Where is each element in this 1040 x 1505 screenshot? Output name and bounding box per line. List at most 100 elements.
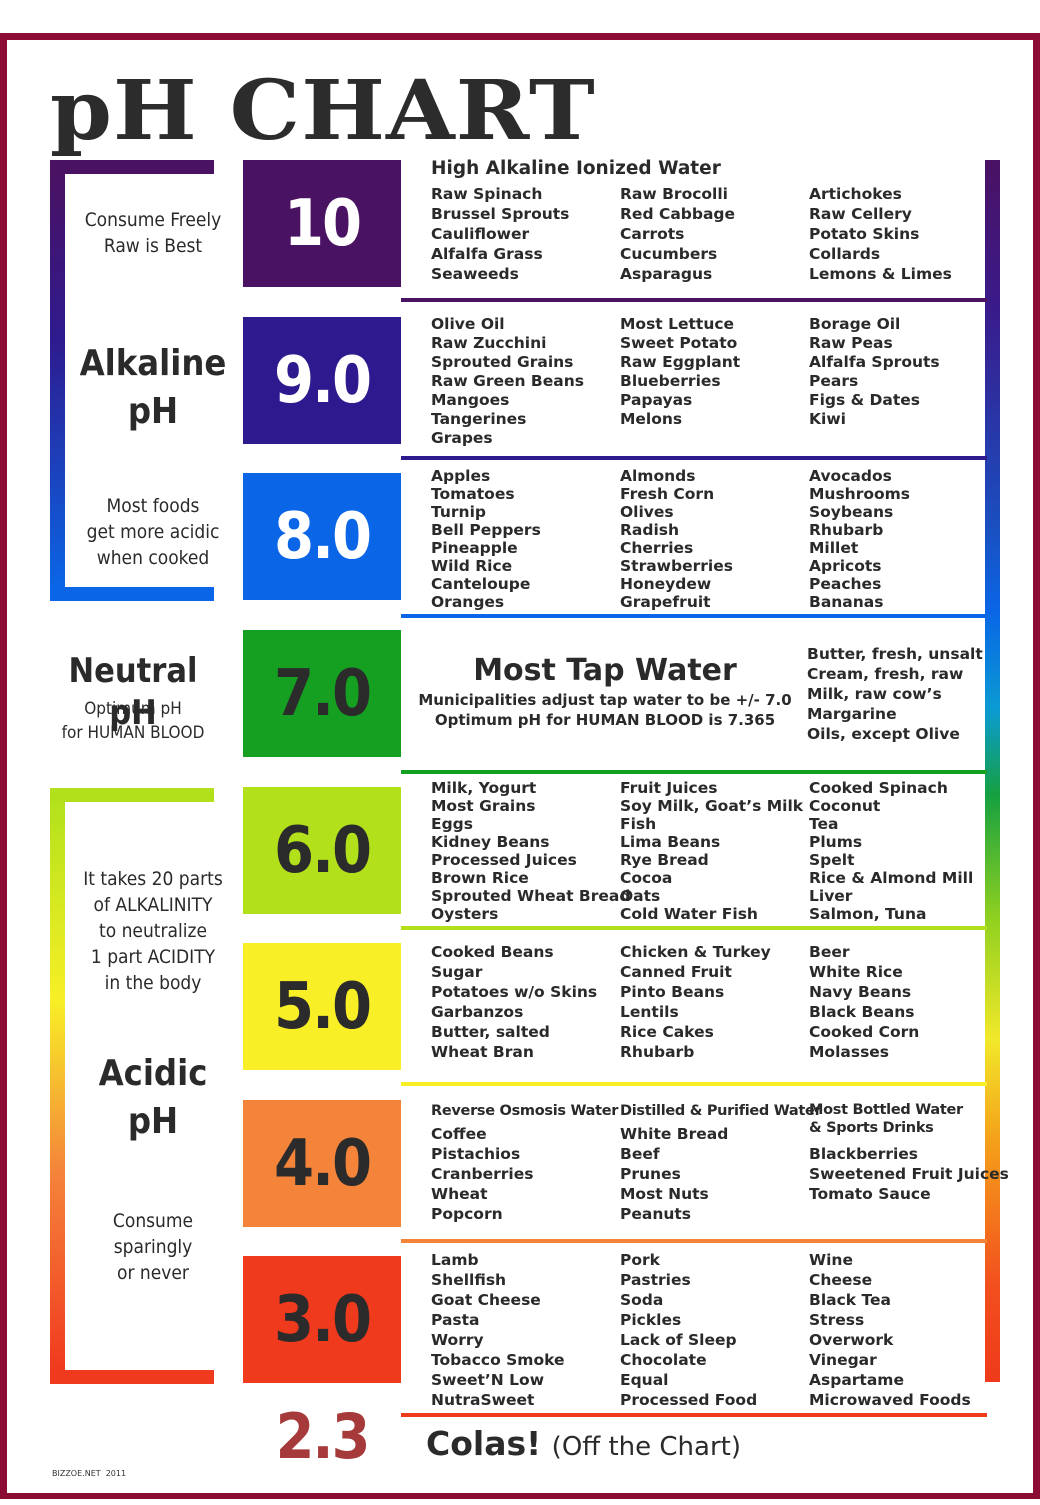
- tap-water-line-2: Optimum pH for HUMAN BLOOD is 7.365: [434, 711, 776, 729]
- food-item: Cooked Corn: [809, 1023, 920, 1041]
- ph-6-column-2: Fruit Juices Soy Milk, Goat’s Milk Fish …: [620, 779, 803, 923]
- acidic-label: Acidic pH: [70, 1050, 236, 1146]
- separator-3: [401, 1413, 987, 1417]
- ph-7-box: 7.0: [243, 630, 401, 757]
- food-item: Lamb: [431, 1251, 479, 1269]
- food-item: Borage Oil: [809, 315, 901, 333]
- twenty-parts-line-1: It takes 20 parts: [83, 868, 223, 890]
- food-item: Butter, fresh, unsalt: [807, 645, 983, 663]
- food-item: Rhubarb: [809, 521, 884, 539]
- food-item: Eggs: [431, 815, 474, 833]
- ph-8-value: 8.0: [274, 499, 372, 574]
- food-item: Pastries: [620, 1271, 691, 1289]
- ph-4-value: 4.0: [274, 1126, 372, 1201]
- food-item: Goat Cheese: [431, 1291, 541, 1309]
- food-item: Rice & Almond Mill: [809, 869, 974, 887]
- food-item: Wheat: [431, 1185, 488, 1203]
- food-item: Oats: [620, 887, 661, 905]
- food-item: Microwaved Foods: [809, 1391, 971, 1409]
- food-item: Rice Cakes: [620, 1023, 714, 1041]
- food-item: White Bread: [620, 1125, 729, 1143]
- food-item: Processed Juices: [431, 851, 577, 869]
- food-item: Sprouted Grains: [431, 353, 574, 371]
- food-item: Tomatoes: [431, 485, 515, 503]
- food-item: Equal: [620, 1371, 669, 1389]
- ph-3-column-3: Wine Cheese Black Tea Stress Overwork Vi…: [809, 1250, 971, 1410]
- food-item: Raw Zucchini: [431, 334, 547, 352]
- food-item: Pinto Beans: [620, 983, 725, 1001]
- food-item: Lima Beans: [620, 833, 721, 851]
- food-item: Rhubarb: [620, 1043, 695, 1061]
- food-item: Millet: [809, 539, 859, 557]
- twenty-parts-note: It takes 20 parts of ALKALINITY to neutr…: [70, 866, 236, 996]
- food-item: Fruit Juices: [620, 779, 718, 797]
- ph-9-column-1: Olive Oil Raw Zucchini Sprouted Grains R…: [431, 315, 584, 448]
- food-item: Cucumbers: [620, 245, 718, 263]
- food-item: Fresh Corn: [620, 485, 715, 503]
- most-foods-line-2: get more acidic: [86, 521, 220, 543]
- food-item: Margarine: [807, 705, 897, 723]
- food-item: Cold Water Fish: [620, 905, 758, 923]
- food-item: Alfalfa Grass: [431, 245, 543, 263]
- ph-4-column-3: Blackberries Sweetened Fruit Juices Toma…: [809, 1144, 1009, 1204]
- food-item: Raw Spinach: [431, 185, 543, 203]
- ph-9-column-3: Borage Oil Raw Peas Alfalfa Sprouts Pear…: [809, 315, 940, 429]
- ph-4-column-2: White Bread Beef Prunes Most Nuts Peanut…: [620, 1124, 728, 1224]
- food-item: Navy Beans: [809, 983, 912, 1001]
- neutral-label: Neutral pH: [68, 651, 198, 733]
- ph-gradient-rail: [985, 160, 1000, 1382]
- food-item: Wild Rice: [431, 557, 513, 575]
- acidic-word: Acidic: [98, 1053, 208, 1094]
- optimum-line-1: Optimum pH: [84, 699, 182, 719]
- consume-sparingly-note: Consume sparingly or never: [70, 1208, 236, 1286]
- food-item: Peaches: [809, 575, 882, 593]
- food-item: Oranges: [431, 593, 505, 611]
- ph-6-column-1: Milk, Yogurt Most Grains Eggs Kidney Bea…: [431, 779, 630, 923]
- food-item: Artichokes: [809, 185, 902, 203]
- food-item: Spelt: [809, 851, 855, 869]
- food-item: Pork: [620, 1251, 660, 1269]
- twenty-parts-line-3: to neutralize: [99, 920, 207, 942]
- food-item: Stress: [809, 1311, 865, 1329]
- colas-word: Colas!: [426, 1424, 542, 1463]
- separator-9: [401, 456, 987, 460]
- food-item: Raw Peas: [809, 334, 893, 352]
- ph-4-header-3-line-1: Most Bottled Water: [809, 1102, 963, 1118]
- food-item: Cherries: [620, 539, 694, 557]
- twenty-parts-line-5: in the body: [104, 972, 202, 994]
- food-item: Alfalfa Sprouts: [809, 353, 940, 371]
- food-item: White Rice: [809, 963, 903, 981]
- food-item: Kiwi: [809, 410, 846, 428]
- food-item: Rye Bread: [620, 851, 709, 869]
- food-item: Beef: [620, 1145, 660, 1163]
- ph-9-column-2: Most Lettuce Sweet Potato Raw Eggplant B…: [620, 315, 740, 429]
- food-item: Collards: [809, 245, 881, 263]
- alkaline-label: Alkaline pH: [70, 340, 236, 436]
- food-item: Peanuts: [620, 1205, 692, 1223]
- food-item: Asparagus: [620, 265, 713, 283]
- food-item: Brussel Sprouts: [431, 205, 570, 223]
- food-item: Popcorn: [431, 1205, 503, 1223]
- food-item: Chocolate: [620, 1351, 707, 1369]
- ph-10-header: High Alkaline Ionized Water: [431, 158, 721, 179]
- food-item: Worry: [431, 1331, 484, 1349]
- ph-5-value: 5.0: [274, 969, 372, 1044]
- ph-3-column-1: Lamb Shellfish Goat Cheese Pasta Worry T…: [431, 1250, 565, 1410]
- food-item: Mangoes: [431, 391, 510, 409]
- food-item: Sweet’N Low: [431, 1371, 545, 1389]
- food-item: Fish: [620, 815, 657, 833]
- food-item: Lentils: [620, 1003, 679, 1021]
- food-item: Blueberries: [620, 372, 721, 390]
- ph-10-box: 10: [243, 160, 401, 287]
- food-item: Processed Food: [620, 1391, 758, 1409]
- food-item: Pickles: [620, 1311, 682, 1329]
- food-item: Apricots: [809, 557, 882, 575]
- food-item: Coffee: [431, 1125, 487, 1143]
- twenty-parts-line-2: of ALKALINITY: [93, 894, 213, 916]
- food-item: Sweet Potato: [620, 334, 738, 352]
- ph-4-header-1: Reverse Osmosis Water: [431, 1103, 619, 1119]
- food-item: Honeydew: [620, 575, 712, 593]
- ph-4-column-1: Coffee Pistachios Cranberries Wheat Popc…: [431, 1124, 533, 1224]
- ph-6-box: 6.0: [243, 787, 401, 914]
- ph-5-column-3: Beer White Rice Navy Beans Black Beans C…: [809, 942, 919, 1062]
